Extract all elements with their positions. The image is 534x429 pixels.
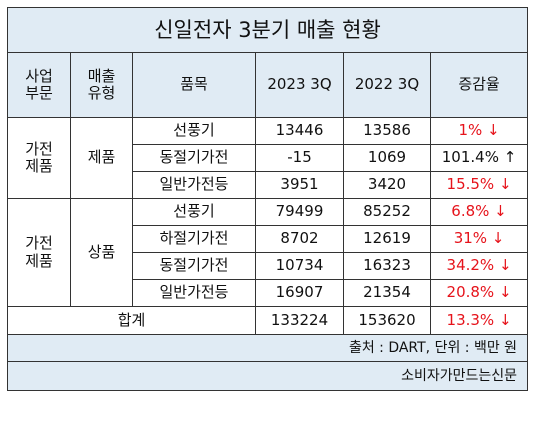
item-cell: 선풍기: [132, 198, 256, 226]
item-cell: 일반가전등: [132, 279, 256, 307]
division-cell: 가전 제품: [7, 198, 71, 307]
change-cell: 1% ↓: [429, 117, 529, 145]
division-cell: 가전 제품: [7, 117, 71, 199]
value-2023-cell: 13446: [255, 117, 344, 145]
change-cell: 31% ↓: [429, 225, 529, 253]
header-sales-type: 매출 유형: [70, 52, 133, 118]
item-cell: 선풍기: [132, 117, 256, 145]
total-2022: 153620: [343, 306, 431, 335]
total-row: 합계 133224 153620 13.3% ↓: [7, 306, 529, 335]
value-2023-cell: 10734: [255, 252, 344, 280]
header-row: 사업 부문 매출 유형 품목 2023 3Q 2022 3Q 증감율: [7, 52, 529, 118]
total-label: 합계: [7, 306, 256, 335]
table-title: 신일전자 3분기 매출 현황: [6, 7, 529, 53]
sales-table: 신일전자 3분기 매출 현황 사업 부문 매출 유형 품목 2023 3Q 20…: [6, 7, 529, 391]
header-2022: 2022 3Q: [343, 52, 431, 118]
publisher-credit: 소비자가만드는신문: [6, 361, 529, 391]
table-row: 동절기가전 10734 16323 34.2% ↓: [8, 252, 529, 280]
table-row: 하절기가전 8702 12619 31% ↓: [8, 225, 529, 253]
change-cell: 6.8% ↓: [429, 198, 529, 226]
sales-type-cell: 제품: [70, 117, 133, 199]
item-cell: 하절기가전: [132, 225, 256, 253]
item-cell: 일반가전등: [132, 171, 256, 199]
change-cell: 101.4% ↑: [429, 144, 529, 172]
header-item: 품목: [132, 52, 256, 118]
table-row: 가전 제품 제품 선풍기 13446 13586 1% ↓: [7, 117, 529, 199]
value-2022-cell: 21354: [343, 279, 431, 307]
value-2022-cell: 13586: [343, 117, 431, 145]
header-change: 증감율: [429, 52, 529, 118]
change-cell: 20.8% ↓: [429, 279, 529, 307]
value-2022-cell: 3420: [343, 171, 431, 199]
source-note: 출처 : DART, 단위 : 백만 원: [6, 334, 529, 362]
value-2023-cell: 8702: [255, 225, 344, 253]
table-row: 일반가전등 16907 21354 20.8% ↓: [8, 279, 529, 307]
value-2022-cell: 1069: [343, 144, 431, 172]
sales-table-container: 신일전자 3분기 매출 현황 사업 부문 매출 유형 품목 2023 3Q 20…: [6, 7, 529, 391]
change-cell: 34.2% ↓: [429, 252, 529, 280]
total-2023: 133224: [255, 306, 344, 335]
value-2023-cell: 3951: [255, 171, 344, 199]
item-cell: 동절기가전: [132, 144, 256, 172]
sales-type-cell: 상품: [70, 198, 133, 307]
value-2022-cell: 16323: [343, 252, 431, 280]
item-cell: 동절기가전: [132, 252, 256, 280]
value-2022-cell: 85252: [343, 198, 431, 226]
header-2023: 2023 3Q: [255, 52, 344, 118]
value-2023-cell: 16907: [255, 279, 344, 307]
table-row: 일반가전등 3951 3420 15.5% ↓: [8, 171, 529, 199]
table-row: 가전 제품 상품 선풍기 79499 85252 6.8% ↓: [7, 198, 529, 307]
table-row: 동절기가전 -15 1069 101.4% ↑: [8, 144, 529, 172]
value-2023-cell: 79499: [255, 198, 344, 226]
value-2022-cell: 12619: [343, 225, 431, 253]
value-2023-cell: -15: [255, 144, 344, 172]
total-change: 13.3% ↓: [429, 306, 529, 335]
header-division: 사업 부문: [7, 52, 71, 118]
change-cell: 15.5% ↓: [429, 171, 529, 199]
